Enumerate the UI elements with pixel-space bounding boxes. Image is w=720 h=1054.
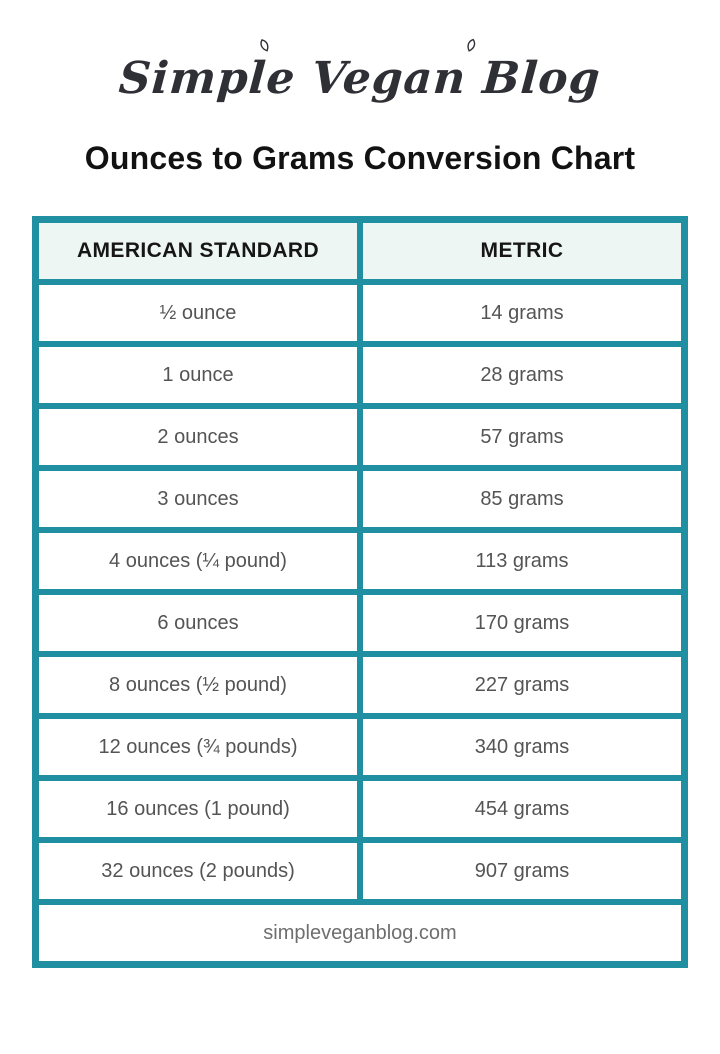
cell-metric: 113 grams	[363, 533, 681, 589]
column-header-american-standard: AMERICAN STANDARD	[39, 223, 357, 279]
table-row: 2 ounces 57 grams	[39, 409, 681, 465]
page: Simple Vegan Blog Ounces to Grams Conver…	[0, 36, 720, 968]
table-row: 16 ounces (1 pound) 454 grams	[39, 781, 681, 837]
table-row: 8 ounces (½ pound) 227 grams	[39, 657, 681, 713]
cell-metric: 340 grams	[363, 719, 681, 775]
table-row: 3 ounces 85 grams	[39, 471, 681, 527]
cell-american-standard: 6 ounces	[39, 595, 357, 651]
cell-american-standard: 16 ounces (1 pound)	[39, 781, 357, 837]
cell-american-standard: 2 ounces	[39, 409, 357, 465]
cell-american-standard: 1 ounce	[39, 347, 357, 403]
cell-metric: 227 grams	[363, 657, 681, 713]
cell-metric: 14 grams	[363, 285, 681, 341]
table-row: 4 ounces (¼ pound) 113 grams	[39, 533, 681, 589]
cell-metric: 57 grams	[363, 409, 681, 465]
cell-metric: 28 grams	[363, 347, 681, 403]
table-row: 12 ounces (¾ pounds) 340 grams	[39, 719, 681, 775]
table-body: ½ ounce 14 grams 1 ounce 28 grams 2 ounces 57…	[39, 285, 681, 899]
leaf-icon	[254, 36, 277, 62]
table-row: ½ ounce 14 grams	[39, 285, 681, 341]
page-title: Ounces to Grams Conversion Chart	[84, 140, 636, 176]
table-row: 1 ounce 28 grams	[39, 347, 681, 403]
conversion-table: AMERICAN STANDARD METRIC ½ ounce 14 grams…	[32, 216, 688, 968]
cell-american-standard: 8 ounces (½ pound)	[39, 657, 357, 713]
cell-american-standard: 3 ounces	[39, 471, 357, 527]
table-header-row: AMERICAN STANDARD METRIC	[39, 223, 681, 279]
logo-text: Simple Vegan Blog	[117, 52, 603, 104]
cell-american-standard: 4 ounces (¼ pound)	[39, 533, 357, 589]
column-header-metric: METRIC	[363, 223, 681, 279]
cell-metric: 170 grams	[363, 595, 681, 651]
cell-metric: 454 grams	[363, 781, 681, 837]
table-row: 32 ounces (2 pounds) 907 grams	[39, 843, 681, 899]
cell-metric: 907 grams	[363, 843, 681, 899]
cell-metric: 85 grams	[363, 471, 681, 527]
logo: Simple Vegan Blog	[0, 36, 720, 120]
website-url: simpleveganblog.com	[39, 905, 681, 961]
cell-american-standard: ½ ounce	[39, 285, 357, 341]
cell-american-standard: 12 ounces (¾ pounds)	[39, 719, 357, 775]
table-row: 6 ounces 170 grams	[39, 595, 681, 651]
leaf-icon	[459, 36, 481, 61]
table-footer-row: simpleveganblog.com	[39, 905, 681, 961]
cell-american-standard: 32 ounces (2 pounds)	[39, 843, 357, 899]
